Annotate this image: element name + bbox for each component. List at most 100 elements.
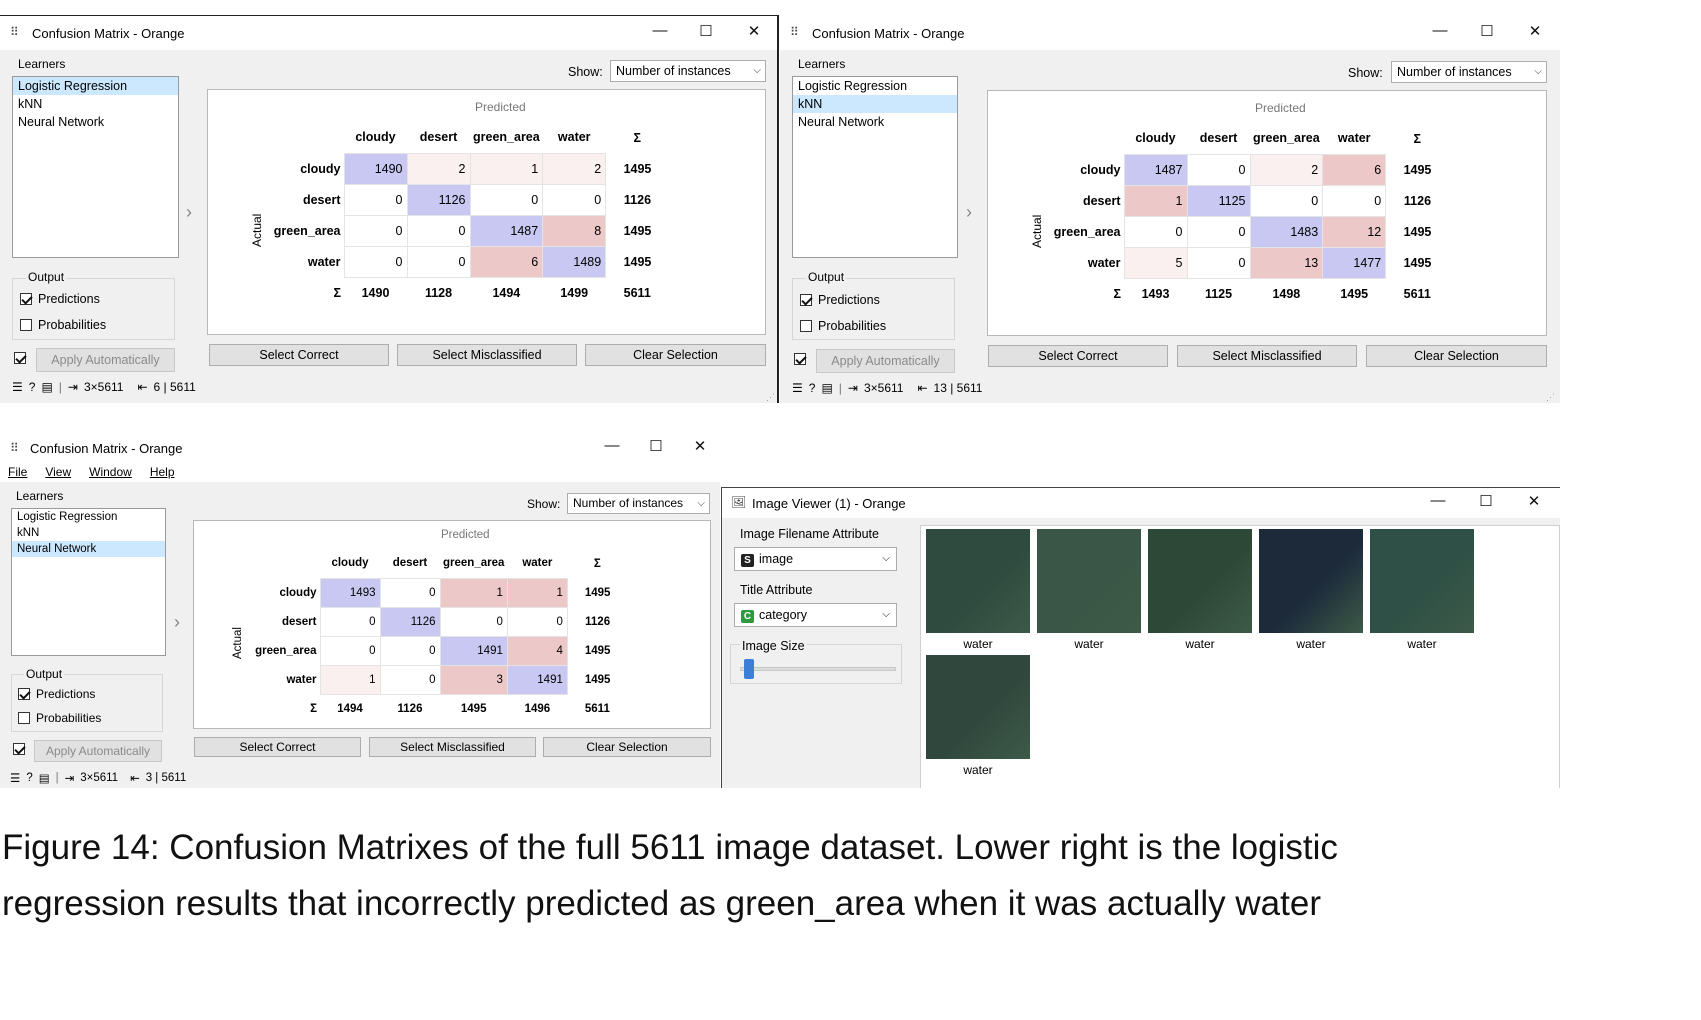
satellite-image[interactable]: [1370, 529, 1474, 633]
report-icon[interactable]: ▤: [821, 381, 833, 395]
matrix-cell[interactable]: 1483: [1249, 215, 1324, 248]
satellite-image[interactable]: [1037, 529, 1141, 633]
image-thumbnail[interactable]: water: [1370, 529, 1474, 651]
matrix-cell[interactable]: 1477: [1322, 246, 1387, 279]
select-misclassified-button[interactable]: Select Misclassified: [1177, 345, 1357, 367]
matrix-cell[interactable]: 0: [1186, 246, 1251, 279]
maximize-icon[interactable]: ☐: [649, 438, 663, 455]
select-correct-button[interactable]: Select Correct: [209, 344, 389, 366]
predictions-checkbox[interactable]: Predictions: [20, 292, 100, 306]
menu-icon[interactable]: ☰: [12, 380, 23, 394]
report-icon[interactable]: ▤: [41, 380, 53, 394]
matrix-cell[interactable]: 0: [379, 577, 441, 608]
image-thumbnail[interactable]: water: [926, 655, 1030, 777]
matrix-cell[interactable]: 1493: [319, 577, 381, 608]
matrix-cell[interactable]: 0: [1322, 184, 1387, 217]
apply-automatically-button[interactable]: Apply Automatically: [34, 740, 162, 762]
matrix-cell[interactable]: 2: [542, 152, 607, 185]
show-select[interactable]: Number of instances ⌵: [610, 60, 766, 82]
matrix-cell[interactable]: 6: [1322, 153, 1387, 186]
maximize-icon[interactable]: ☐: [1480, 23, 1494, 40]
matrix-cell[interactable]: 1125: [1186, 184, 1251, 217]
matrix-cell[interactable]: 1489: [542, 245, 607, 278]
matrix-cell[interactable]: 8: [542, 214, 607, 247]
matrix-cell[interactable]: 1491: [439, 635, 508, 666]
select-correct-button[interactable]: Select Correct: [988, 345, 1168, 367]
apply-automatically-button[interactable]: Apply Automatically: [816, 349, 955, 373]
learner-item[interactable]: kNN: [17, 527, 40, 539]
matrix-cell[interactable]: 0: [319, 635, 381, 666]
maximize-icon[interactable]: ☐: [1479, 493, 1493, 510]
title-bar[interactable]: 🖼 Image Viewer (1) - Orange — ☐ ✕: [722, 488, 1560, 518]
menu-window[interactable]: Window: [89, 465, 132, 479]
image-thumbnail[interactable]: water: [1037, 529, 1141, 651]
clear-selection-button[interactable]: Clear Selection: [585, 344, 766, 366]
matrix-cell[interactable]: 1: [319, 664, 381, 695]
satellite-image[interactable]: [926, 655, 1030, 759]
matrix-cell[interactable]: 0: [469, 183, 544, 216]
matrix-cell[interactable]: 0: [506, 606, 568, 637]
matrix-cell[interactable]: 4: [506, 635, 568, 666]
title-bar[interactable]: ⠿ Confusion Matrix - Orange — ☐ ✕: [0, 432, 720, 462]
matrix-cell[interactable]: 0: [343, 183, 408, 216]
title-bar[interactable]: ⠿ Confusion Matrix - Orange — ☐ ✕: [0, 16, 778, 50]
help-icon[interactable]: ?: [26, 772, 33, 784]
matrix-cell[interactable]: 1487: [469, 214, 544, 247]
matrix-cell[interactable]: 13: [1249, 246, 1324, 279]
learner-item[interactable]: kNN: [793, 95, 957, 113]
select-misclassified-button[interactable]: Select Misclassified: [369, 737, 536, 757]
menu-icon[interactable]: ☰: [10, 773, 21, 785]
matrix-cell[interactable]: 1: [506, 577, 568, 608]
learner-item[interactable]: Logistic Regression: [13, 77, 178, 95]
close-icon[interactable]: ✕: [1528, 23, 1542, 40]
matrix-cell[interactable]: 0: [379, 664, 441, 695]
show-select[interactable]: Number of instances ⌵: [567, 493, 710, 514]
matrix-cell[interactable]: 0: [1249, 184, 1324, 217]
matrix-cell[interactable]: 0: [1186, 215, 1251, 248]
matrix-cell[interactable]: 1490: [343, 152, 408, 185]
matrix-cell[interactable]: 1126: [379, 606, 441, 637]
report-icon[interactable]: ▤: [38, 773, 50, 785]
select-correct-button[interactable]: Select Correct: [194, 737, 361, 757]
image-thumbnail[interactable]: water: [1148, 529, 1252, 651]
select-misclassified-button[interactable]: Select Misclassified: [397, 344, 577, 366]
collapse-arrow-icon[interactable]: ›: [174, 612, 180, 632]
collapse-arrow-icon[interactable]: ›: [186, 202, 192, 222]
probabilities-checkbox[interactable]: Probabilities: [800, 319, 886, 333]
matrix-cell[interactable]: 0: [319, 606, 381, 637]
matrix-cell[interactable]: 0: [1123, 215, 1188, 248]
matrix-cell[interactable]: 1: [469, 152, 544, 185]
learners-list[interactable]: Logistic Regression kNN Neural Network: [11, 508, 166, 656]
title-bar[interactable]: ⠿ Confusion Matrix - Orange — ☐ ✕: [780, 16, 1560, 50]
close-icon[interactable]: ✕: [1527, 493, 1541, 510]
satellite-image[interactable]: [1148, 529, 1252, 633]
matrix-cell[interactable]: 1491: [506, 664, 568, 695]
image-thumbnail[interactable]: water: [926, 529, 1030, 651]
matrix-cell[interactable]: 3: [439, 664, 508, 695]
apply-auto-checkbox[interactable]: [794, 353, 812, 365]
resize-grip-icon[interactable]: ⋰: [1546, 392, 1555, 402]
matrix-cell[interactable]: 1: [439, 577, 508, 608]
minimize-icon[interactable]: —: [604, 437, 620, 454]
matrix-cell[interactable]: 0: [1186, 153, 1251, 186]
apply-auto-checkbox[interactable]: [14, 352, 32, 364]
matrix-cell[interactable]: 0: [343, 214, 408, 247]
maximize-icon[interactable]: ☐: [699, 23, 713, 40]
matrix-cell[interactable]: 1: [1123, 184, 1188, 217]
apply-automatically-button[interactable]: Apply Automatically: [36, 348, 175, 372]
predictions-checkbox[interactable]: Predictions: [800, 293, 880, 307]
help-icon[interactable]: ?: [808, 381, 816, 395]
matrix-cell[interactable]: 2: [406, 152, 471, 185]
matrix-cell[interactable]: 0: [406, 214, 471, 247]
satellite-image[interactable]: [1259, 529, 1363, 633]
minimize-icon[interactable]: —: [1430, 492, 1446, 509]
collapse-arrow-icon[interactable]: ›: [966, 202, 972, 222]
learner-item[interactable]: Logistic Regression: [17, 511, 118, 523]
matrix-cell[interactable]: 2: [1249, 153, 1324, 186]
learner-item[interactable]: Neural Network: [18, 115, 105, 129]
close-icon[interactable]: ✕: [693, 438, 707, 455]
learner-item[interactable]: Logistic Regression: [798, 79, 908, 93]
